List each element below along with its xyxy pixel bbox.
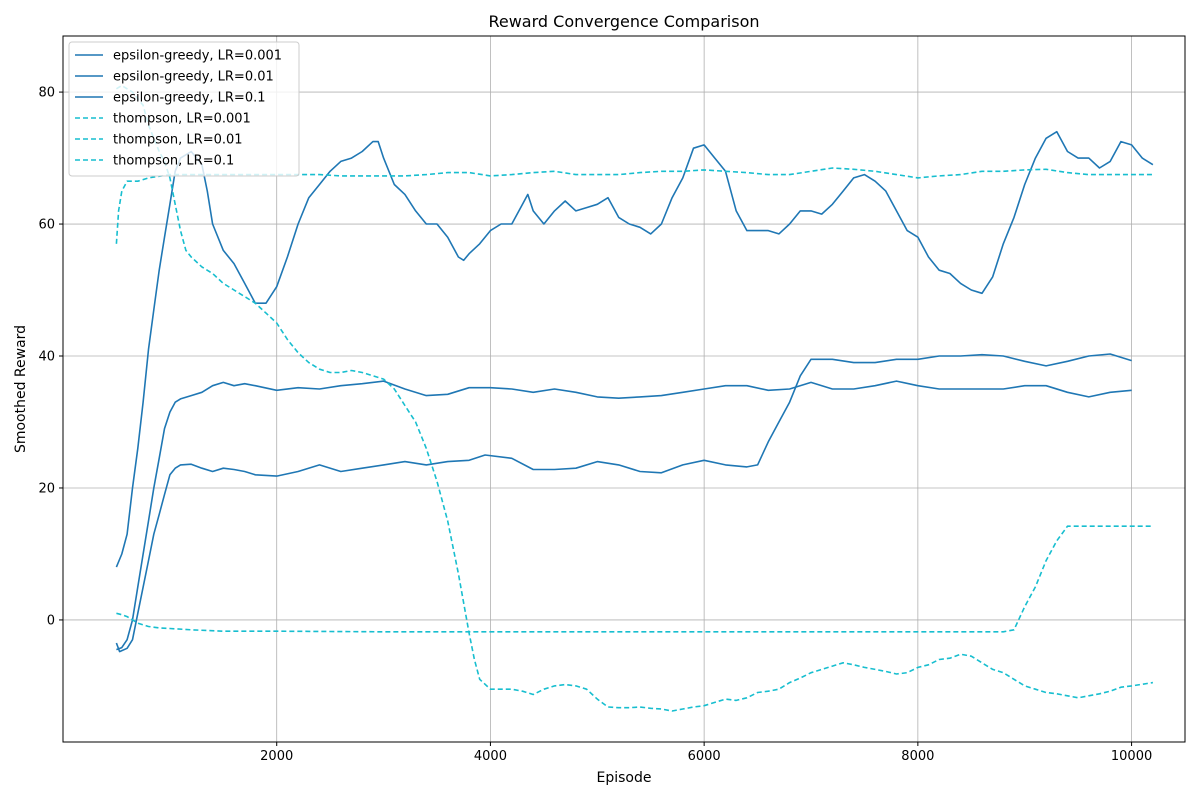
x-axis-label: Episode [597,770,652,786]
legend: epsilon-greedy, LR=0.001 epsilon-greedy, … [68,41,300,177]
axis-ticks: 2000 4000 6000 8000 10000 0 20 40 60 80 [38,86,1152,764]
x-tick-label: 8000 [901,749,934,764]
y-tick-label: 0 [47,613,55,628]
x-tick-label: 4000 [474,749,507,764]
legend-label: epsilon-greedy, LR=0.001 [113,49,282,64]
y-tick-label: 60 [38,218,55,233]
legend-label: thompson, LR=0.001 [113,112,251,127]
y-tick-label: 80 [38,86,55,101]
legend-label: thompson, LR=0.01 [113,133,243,148]
x-tick-label: 6000 [688,749,721,764]
legend-label: thompson, LR=0.1 [113,154,234,169]
legend-label: epsilon-greedy, LR=0.1 [113,91,266,106]
plot-frame [62,35,1186,743]
y-axis-label: Smoothed Reward [13,325,29,453]
y-tick-label: 20 [38,481,55,496]
x-tick-label: 10000 [1111,749,1152,764]
chart-title: Reward Convergence Comparison [488,12,759,31]
series-lines [115,84,1154,712]
legend-label: epsilon-greedy, LR=0.01 [113,70,274,85]
x-tick-label: 2000 [260,749,293,764]
series-line-2 [116,380,1132,651]
series-line-4 [116,525,1153,633]
series-line-6 [115,84,1154,712]
series-line-1 [115,353,1132,653]
legend-box [68,41,300,177]
y-tick-label: 40 [38,350,55,365]
series-line-3 [115,130,1154,568]
